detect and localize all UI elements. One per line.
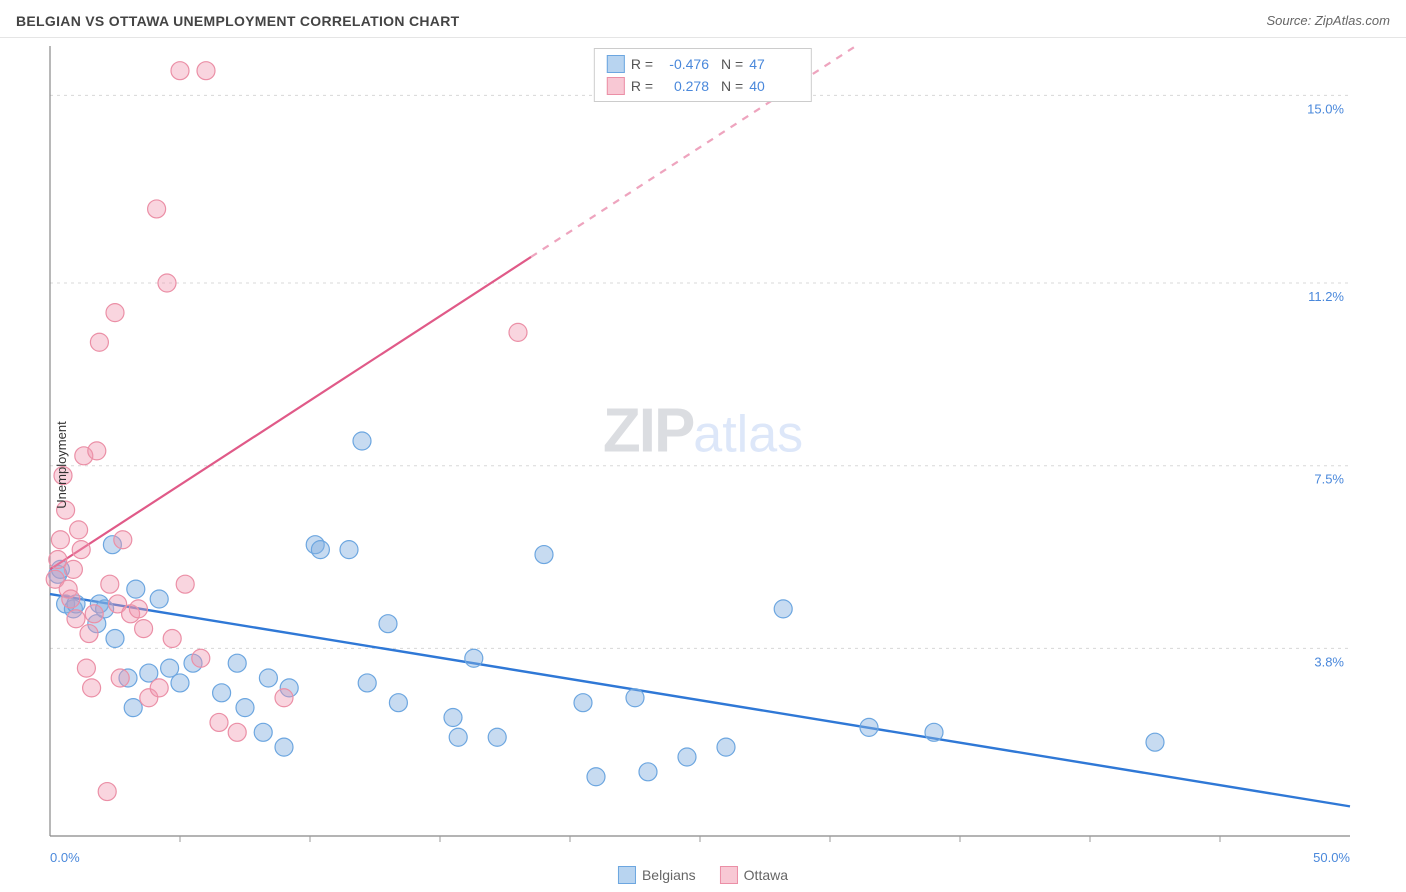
data-point: [98, 783, 116, 801]
data-point: [150, 590, 168, 608]
data-point: [353, 432, 371, 450]
r-label: R =: [631, 56, 653, 72]
data-point: [449, 728, 467, 746]
data-point: [62, 590, 80, 608]
r-value: -0.476: [659, 56, 709, 72]
data-point: [163, 630, 181, 648]
data-point: [1146, 733, 1164, 751]
data-point: [311, 541, 329, 559]
data-point: [389, 694, 407, 712]
legend-item: Belgians: [618, 866, 696, 884]
trend-line-solid: [50, 257, 531, 569]
data-point: [67, 610, 85, 628]
chart-area: Unemployment ZIPatlas 3.8%7.5%11.2%15.0%…: [0, 38, 1406, 892]
r-value: 0.278: [659, 78, 709, 94]
data-point: [197, 62, 215, 80]
n-value: 47: [749, 56, 799, 72]
data-point: [90, 333, 108, 351]
data-point: [717, 738, 735, 756]
y-axis-label: Unemployment: [54, 421, 69, 508]
data-point: [774, 600, 792, 618]
correlation-stats-box: R = -0.476 N = 47 R = 0.278 N = 40: [594, 48, 812, 102]
x-end-label: 50.0%: [1313, 850, 1350, 865]
y-tick-label: 3.8%: [1314, 654, 1344, 669]
data-point: [254, 723, 272, 741]
source-attribution: Source: ZipAtlas.com: [1266, 13, 1390, 28]
data-point: [72, 541, 90, 559]
data-point: [228, 654, 246, 672]
source-prefix: Source:: [1266, 13, 1314, 28]
legend-label: Belgians: [642, 867, 696, 883]
stats-row: R = 0.278 N = 40: [607, 75, 799, 97]
data-point: [171, 62, 189, 80]
series-swatch: [607, 77, 625, 95]
data-point: [127, 580, 145, 598]
data-point: [80, 625, 98, 643]
data-point: [176, 575, 194, 593]
legend-item: Ottawa: [720, 866, 788, 884]
data-point: [129, 600, 147, 618]
n-label: N =: [721, 56, 743, 72]
data-point: [124, 699, 142, 717]
y-tick-label: 15.0%: [1307, 101, 1344, 116]
r-label: R =: [631, 78, 653, 94]
data-point: [678, 748, 696, 766]
data-point: [70, 521, 88, 539]
data-point: [535, 546, 553, 564]
data-point: [259, 669, 277, 687]
data-point: [114, 531, 132, 549]
data-point: [860, 718, 878, 736]
data-point: [925, 723, 943, 741]
data-point: [64, 560, 82, 578]
data-point: [83, 679, 101, 697]
series-legend: Belgians Ottawa: [618, 866, 788, 884]
data-point: [639, 763, 657, 781]
x-start-label: 0.0%: [50, 850, 80, 865]
source-name: ZipAtlas.com: [1315, 13, 1390, 28]
y-tick-label: 11.2%: [1308, 289, 1344, 304]
data-point: [135, 620, 153, 638]
data-point: [509, 323, 527, 341]
data-point: [228, 723, 246, 741]
data-point: [465, 649, 483, 667]
data-point: [213, 684, 231, 702]
y-tick-label: 7.5%: [1314, 472, 1344, 487]
data-point: [340, 541, 358, 559]
legend-label: Ottawa: [744, 867, 788, 883]
data-point: [444, 709, 462, 727]
data-point: [358, 674, 376, 692]
data-point: [88, 442, 106, 460]
series-swatch: [607, 55, 625, 73]
series-swatch: [720, 866, 738, 884]
data-point: [275, 689, 293, 707]
chart-title: BELGIAN VS OTTAWA UNEMPLOYMENT CORRELATI…: [16, 13, 459, 29]
n-value: 40: [749, 78, 799, 94]
data-point: [574, 694, 592, 712]
data-point: [106, 630, 124, 648]
data-point: [210, 713, 228, 731]
series-swatch: [618, 866, 636, 884]
data-point: [171, 674, 189, 692]
data-point: [51, 531, 69, 549]
data-point: [488, 728, 506, 746]
data-point: [77, 659, 95, 677]
data-point: [236, 699, 254, 717]
data-point: [192, 649, 210, 667]
data-point: [275, 738, 293, 756]
data-point: [158, 274, 176, 292]
scatter-chart-svg: 3.8% 7.5% 11.2% 15.0% 0.0% 50.0%: [0, 38, 1406, 892]
data-point: [101, 575, 119, 593]
n-label: N =: [721, 78, 743, 94]
stats-row: R = -0.476 N = 47: [607, 53, 799, 75]
chart-header: BELGIAN VS OTTAWA UNEMPLOYMENT CORRELATI…: [0, 0, 1406, 38]
data-point: [111, 669, 129, 687]
data-point: [150, 679, 168, 697]
data-point: [148, 200, 166, 218]
data-point: [106, 304, 124, 322]
data-point: [49, 551, 67, 569]
data-point: [587, 768, 605, 786]
data-point: [85, 605, 103, 623]
data-point: [626, 689, 644, 707]
data-point: [379, 615, 397, 633]
